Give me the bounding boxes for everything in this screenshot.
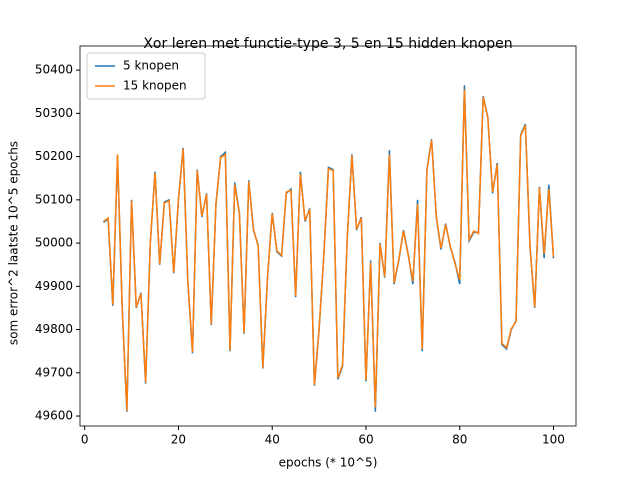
legend-label: 5 knopen: [123, 59, 179, 73]
x-tick-label: 20: [171, 433, 186, 447]
y-tick-label: 49900: [35, 279, 73, 293]
y-tick-label: 49600: [35, 409, 73, 423]
x-tick-label: 0: [81, 433, 89, 447]
legend-label: 15 knopen: [123, 79, 187, 93]
x-axis-label: epochs (* 10^5): [279, 456, 378, 470]
y-tick-label: 50000: [35, 236, 73, 250]
line-series: [102, 89, 555, 411]
legend-box: [86, 52, 206, 100]
x-tick-label: 40: [265, 433, 280, 447]
chart-title: Xor leren met functie-type 3, 5 en 15 hi…: [143, 36, 512, 52]
line-series: [103, 85, 555, 412]
y-tick-label: 50200: [35, 149, 73, 163]
x-tick-label: 100: [542, 433, 565, 447]
y-tick-label: 50300: [35, 106, 73, 120]
x-tick-label: 60: [358, 433, 373, 447]
y-axis-label: som error^2 laatste 10^5 epochs: [7, 141, 21, 345]
x-tick-label: 80: [452, 433, 467, 447]
plot-frame: [79, 45, 577, 427]
y-tick-label: 49700: [35, 365, 73, 379]
y-tick-label: 49800: [35, 322, 73, 336]
y-tick-label: 50400: [35, 63, 73, 77]
y-tick-label: 50100: [35, 192, 73, 206]
